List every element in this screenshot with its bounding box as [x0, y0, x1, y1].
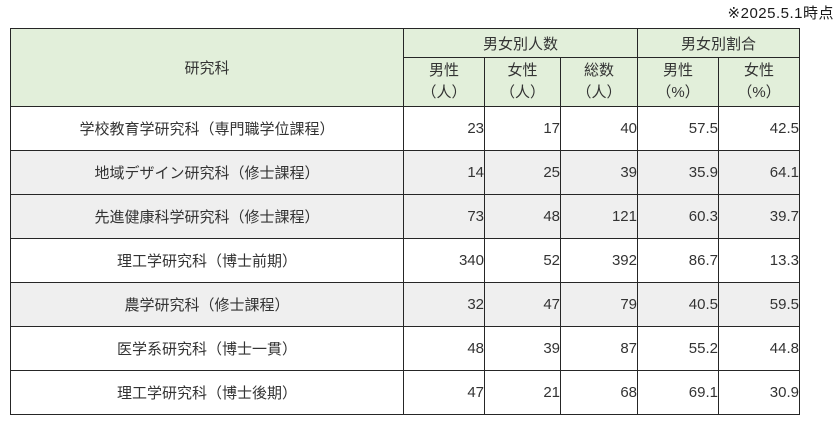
- table-row: 地域デザイン研究科（修士課程） 14 25 39 35.9 64.1: [10, 150, 800, 195]
- subheader-total-count-label: 総数: [583, 62, 614, 79]
- subheader-female-count: 女性 （人）: [484, 57, 561, 107]
- header-sub-row: 男性 （人） 女性 （人） 総数 （人） 男性 （%） 女性 （%）: [11, 57, 800, 107]
- cell-male-percent: 40.5: [637, 282, 719, 327]
- cell-female-count: 25: [484, 150, 561, 195]
- subheader-male-percent-label: 男性: [662, 62, 693, 79]
- cell-total-count: 87: [560, 326, 638, 371]
- cell-female-percent: 59.5: [718, 282, 800, 327]
- subheader-female-count-unit: （人）: [499, 84, 545, 101]
- cell-male-count: 32: [403, 282, 485, 327]
- table-row: 理工学研究科（博士前期） 340 52 392 86.7 13.3: [10, 238, 800, 283]
- cell-male-percent: 69.1: [637, 370, 719, 415]
- cell-total-count: 68: [560, 370, 638, 415]
- cell-total-count: 39: [560, 150, 638, 195]
- cell-school-name: 医学系研究科（博士一貫）: [10, 326, 404, 371]
- header-group-row: 研究科 男女別人数 男女別割合: [10, 28, 800, 107]
- subheader-male-count: 男性 （人）: [403, 57, 485, 107]
- column-header-research-school: 研究科: [10, 28, 404, 107]
- cell-male-percent: 60.3: [637, 194, 719, 239]
- cell-school-name: 農学研究科（修士課程）: [10, 282, 404, 327]
- subheader-total-count-unit: （人）: [576, 84, 622, 101]
- cell-school-name: 理工学研究科（博士後期）: [10, 370, 404, 415]
- cell-total-count: 392: [560, 238, 638, 283]
- cell-male-count: 14: [403, 150, 485, 195]
- cell-school-name: 地域デザイン研究科（修士課程）: [10, 150, 404, 195]
- subheader-male-count-label: 男性: [428, 62, 459, 79]
- subheader-male-percent: 男性 （%）: [637, 57, 719, 107]
- subheader-female-percent: 女性 （%）: [718, 57, 800, 107]
- cell-total-count: 121: [560, 194, 638, 239]
- cell-school-name: 先進健康科学研究科（修士課程）: [10, 194, 404, 239]
- gender-statistics-table: 研究科 男女別人数 男女別割合 男性 （人） 女性 （人） 総数 （人）: [10, 28, 800, 415]
- cell-female-count: 39: [484, 326, 561, 371]
- subheader-male-percent-unit: （%）: [656, 84, 700, 101]
- subheader-total-count: 総数 （人）: [560, 57, 638, 107]
- table-row: 医学系研究科（博士一貫） 48 39 87 55.2 44.8: [10, 326, 800, 371]
- cell-school-name: 学校教育学研究科（専門職学位課程）: [10, 106, 404, 151]
- subheader-female-percent-label: 女性: [743, 62, 774, 79]
- cell-male-count: 48: [403, 326, 485, 371]
- table-row: 先進健康科学研究科（修士課程） 73 48 121 60.3 39.7: [10, 194, 800, 239]
- cell-male-percent: 86.7: [637, 238, 719, 283]
- cell-female-count: 21: [484, 370, 561, 415]
- group-header-counts: 男女別人数: [403, 28, 638, 58]
- cell-female-count: 48: [484, 194, 561, 239]
- cell-total-count: 40: [560, 106, 638, 151]
- cell-female-percent: 39.7: [718, 194, 800, 239]
- cell-female-count: 52: [484, 238, 561, 283]
- cell-female-percent: 64.1: [718, 150, 800, 195]
- cell-male-count: 47: [403, 370, 485, 415]
- cell-male-percent: 57.5: [637, 106, 719, 151]
- as-of-date-note: ※2025.5.1時点: [727, 5, 834, 22]
- cell-male-percent: 55.2: [637, 326, 719, 371]
- cell-male-count: 73: [403, 194, 485, 239]
- table-row: 学校教育学研究科（専門職学位課程） 23 17 40 57.5 42.5: [10, 106, 800, 151]
- cell-female-percent: 42.5: [718, 106, 800, 151]
- cell-male-count: 340: [403, 238, 485, 283]
- subheader-male-count-unit: （人）: [421, 84, 467, 101]
- subheader-female-percent-unit: （%）: [737, 84, 781, 101]
- cell-total-count: 79: [560, 282, 638, 327]
- cell-male-percent: 35.9: [637, 150, 719, 195]
- subheader-female-count-label: 女性: [507, 62, 538, 79]
- group-header-ratios: 男女別割合: [637, 28, 800, 58]
- cell-female-count: 47: [484, 282, 561, 327]
- table-row: 農学研究科（修士課程） 32 47 79 40.5 59.5: [10, 282, 800, 327]
- cell-female-count: 17: [484, 106, 561, 151]
- cell-female-percent: 30.9: [718, 370, 800, 415]
- cell-female-percent: 44.8: [718, 326, 800, 371]
- cell-male-count: 23: [403, 106, 485, 151]
- cell-school-name: 理工学研究科（博士前期）: [10, 238, 404, 283]
- cell-female-percent: 13.3: [718, 238, 800, 283]
- table-row: 理工学研究科（博士後期） 47 21 68 69.1 30.9: [10, 370, 800, 415]
